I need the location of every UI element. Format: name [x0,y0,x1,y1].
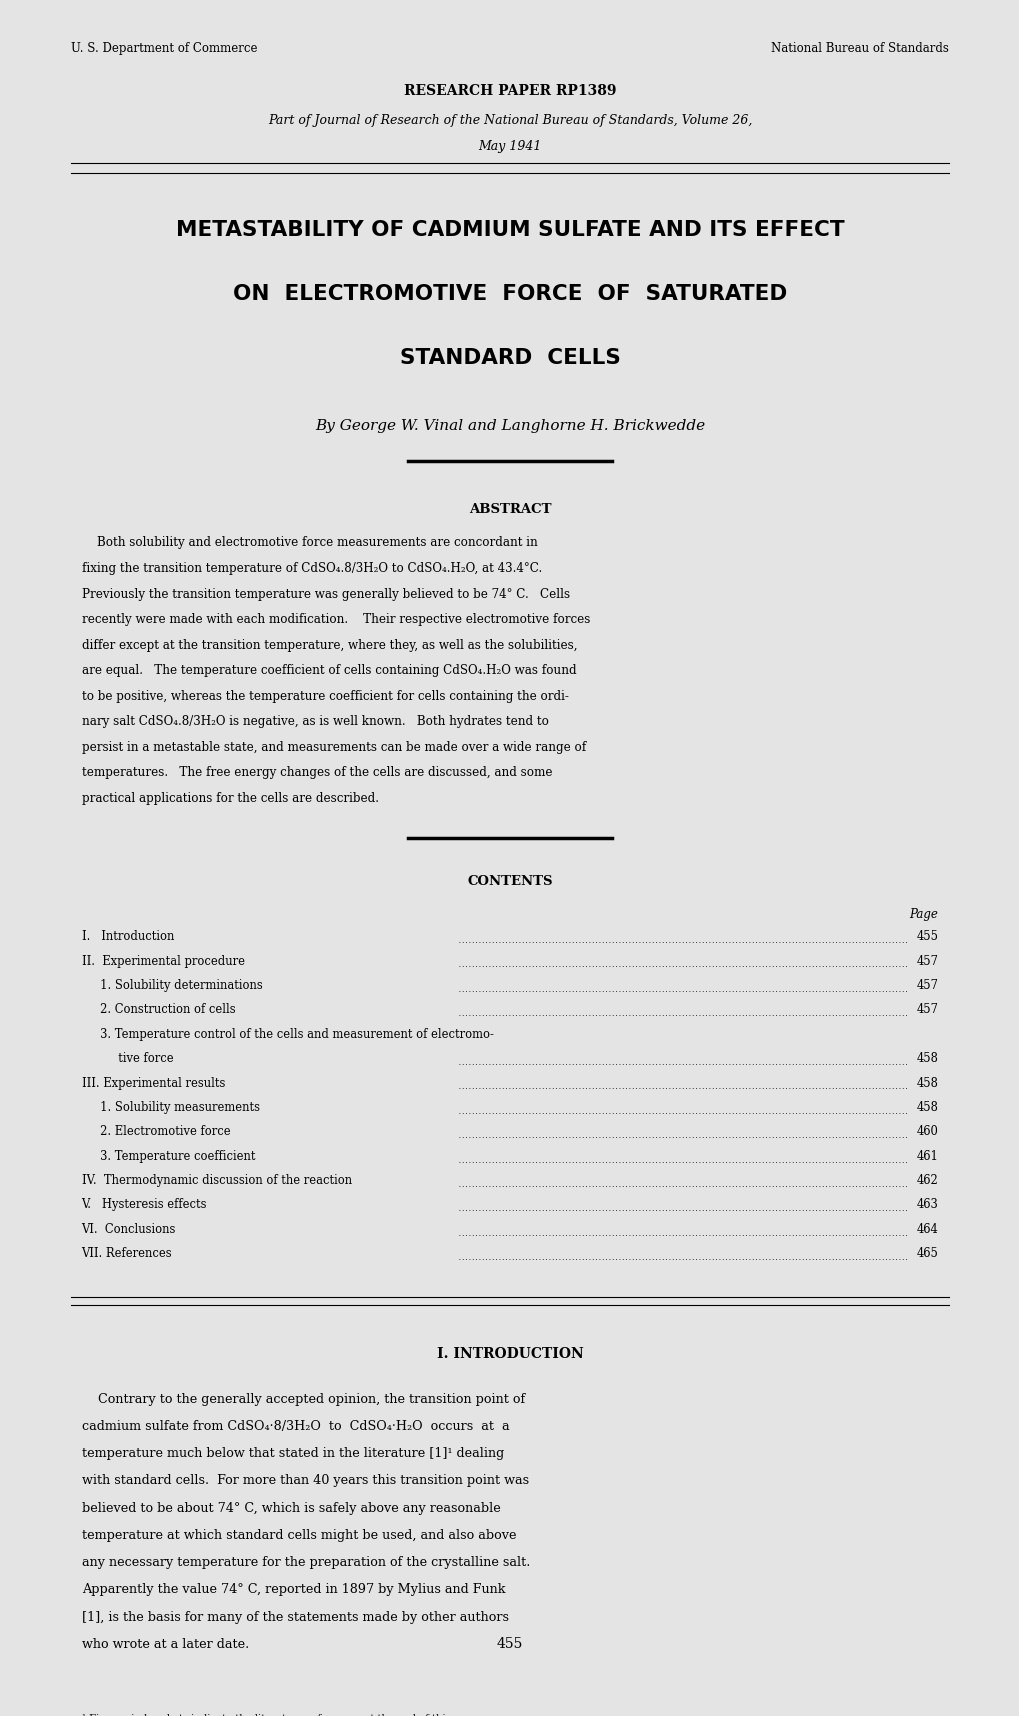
Text: persist in a metastable state, and measurements can be made over a wide range of: persist in a metastable state, and measu… [82,741,585,753]
Text: VII. References: VII. References [82,1248,172,1260]
Text: Apparently the value 74° C, reported in 1897 by Mylius and Funk: Apparently the value 74° C, reported in … [82,1584,504,1596]
Text: CONTENTS: CONTENTS [467,875,552,887]
Text: 455: 455 [915,930,937,944]
Text: temperature much below that stated in the literature [1]¹ dealing: temperature much below that stated in th… [82,1447,503,1460]
Text: to be positive, whereas the temperature coefficient for cells containing the ord: to be positive, whereas the temperature … [82,690,568,704]
Text: [1], is the basis for many of the statements made by other authors: [1], is the basis for many of the statem… [82,1611,508,1623]
Text: METASTABILITY OF CADMIUM SULFATE AND ITS EFFECT: METASTABILITY OF CADMIUM SULFATE AND ITS… [175,220,844,240]
Text: 463: 463 [916,1198,937,1211]
Text: VI.  Conclusions: VI. Conclusions [82,1224,176,1236]
Text: 457: 457 [915,1004,937,1016]
Text: U. S. Department of Commerce: U. S. Department of Commerce [71,41,258,55]
Text: cadmium sulfate from CdSO₄·8/3H₂O  to  CdSO₄·H₂O  occurs  at  a: cadmium sulfate from CdSO₄·8/3H₂O to CdS… [82,1419,508,1433]
Text: temperatures.   The free energy changes of the cells are discussed, and some: temperatures. The free energy changes of… [82,767,551,779]
Text: fixing the transition temperature of CdSO₄.8/3H₂O to CdSO₄.H₂O, at 43.4°C.: fixing the transition temperature of CdS… [82,563,541,575]
Text: Part of Journal of Research of the National Bureau of Standards, Volume 26,: Part of Journal of Research of the Natio… [268,115,751,127]
Text: nary salt CdSO₄.8/3H₂O is negative, as is well known.   Both hydrates tend to: nary salt CdSO₄.8/3H₂O is negative, as i… [82,716,548,728]
Text: 464: 464 [916,1224,937,1236]
Text: I. INTRODUCTION: I. INTRODUCTION [436,1347,583,1361]
Text: Page: Page [909,908,937,921]
Text: I.   Introduction: I. Introduction [82,930,174,944]
Text: differ except at the transition temperature, where they, as well as the solubili: differ except at the transition temperat… [82,638,577,652]
Text: 2. Construction of cells: 2. Construction of cells [82,1004,235,1016]
Text: believed to be about 74° C, which is safely above any reasonable: believed to be about 74° C, which is saf… [82,1502,500,1515]
Text: 465: 465 [916,1248,937,1260]
Text: 460: 460 [916,1126,937,1138]
Text: Contrary to the generally accepted opinion, the transition point of: Contrary to the generally accepted opini… [82,1393,525,1405]
Text: practical applications for the cells are described.: practical applications for the cells are… [82,793,378,805]
Text: RESEARCH PAPER RP1389: RESEARCH PAPER RP1389 [404,84,615,98]
Text: ON  ELECTROMOTIVE  FORCE  OF  SATURATED: ON ELECTROMOTIVE FORCE OF SATURATED [232,285,787,304]
Text: STANDARD  CELLS: STANDARD CELLS [399,348,620,369]
Text: recently were made with each modification.    Their respective electromotive for: recently were made with each modificatio… [82,613,589,626]
Text: 457: 457 [915,980,937,992]
Text: ABSTRACT: ABSTRACT [469,503,550,517]
Text: 1. Solubility measurements: 1. Solubility measurements [82,1102,260,1114]
Text: temperature at which standard cells might be used, and also above: temperature at which standard cells migh… [82,1529,516,1543]
Text: 3. Temperature control of the cells and measurement of electromo-: 3. Temperature control of the cells and … [82,1028,493,1042]
Text: II.  Experimental procedure: II. Experimental procedure [82,954,245,968]
Text: By George W. Vinal and Langhorne H. Brickwedde: By George W. Vinal and Langhorne H. Bric… [315,419,704,432]
Text: IV.  Thermodynamic discussion of the reaction: IV. Thermodynamic discussion of the reac… [82,1174,352,1187]
Text: National Bureau of Standards: National Bureau of Standards [770,41,948,55]
Text: 458: 458 [916,1076,937,1090]
Text: 455: 455 [496,1637,523,1651]
Text: III. Experimental results: III. Experimental results [82,1076,225,1090]
Text: 458: 458 [916,1052,937,1066]
Text: tive force: tive force [82,1052,173,1066]
Text: May 1941: May 1941 [478,139,541,153]
Text: 1. Solubility determinations: 1. Solubility determinations [82,980,262,992]
Text: 462: 462 [916,1174,937,1187]
Text: ¹ Figures in brackets indicate the literature references at the end of this pape: ¹ Figures in brackets indicate the liter… [82,1714,485,1716]
Text: 458: 458 [916,1102,937,1114]
Text: V.   Hysteresis effects: V. Hysteresis effects [82,1198,207,1211]
Text: Both solubility and electromotive force measurements are concordant in: Both solubility and electromotive force … [82,537,537,549]
Text: any necessary temperature for the preparation of the crystalline salt.: any necessary temperature for the prepar… [82,1556,530,1568]
Text: are equal.   The temperature coefficient of cells containing CdSO₄.H₂O was found: are equal. The temperature coefficient o… [82,664,576,678]
Text: 461: 461 [916,1150,937,1163]
Text: with standard cells.  For more than 40 years this transition point was: with standard cells. For more than 40 ye… [82,1474,528,1488]
Text: 3. Temperature coefficient: 3. Temperature coefficient [82,1150,255,1163]
Text: 2. Electromotive force: 2. Electromotive force [82,1126,230,1138]
Text: 457: 457 [915,954,937,968]
Text: Previously the transition temperature was generally believed to be 74° C.   Cell: Previously the transition temperature wa… [82,587,570,601]
Text: who wrote at a later date.: who wrote at a later date. [82,1637,249,1651]
